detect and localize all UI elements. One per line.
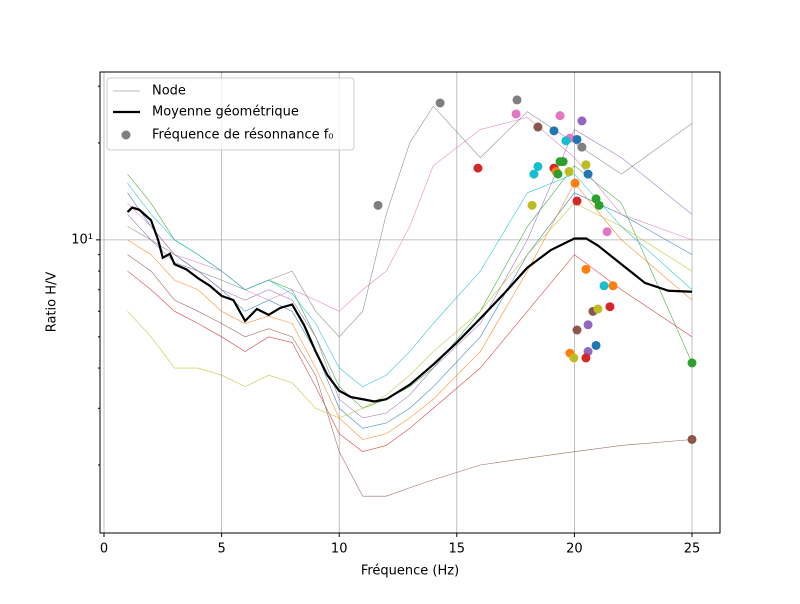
resonance-point — [581, 160, 591, 170]
resonance-point — [553, 169, 563, 179]
node-curve — [127, 254, 693, 497]
x-tick-label: 0 — [100, 542, 108, 557]
resonance-point — [533, 122, 543, 132]
node-curve — [127, 202, 693, 419]
x-tick-label: 5 — [217, 542, 225, 557]
resonance-point — [687, 434, 697, 444]
resonance-point — [564, 167, 574, 177]
resonance-point — [527, 200, 537, 210]
x-tick-label: 10 — [331, 542, 348, 557]
node-curve — [127, 173, 693, 388]
legend-box — [106, 77, 355, 151]
resonance-point — [591, 340, 601, 350]
resonance-point — [577, 116, 587, 126]
resonance-point — [577, 142, 587, 152]
x-tick-label: 20 — [566, 542, 583, 557]
resonance-point — [561, 136, 571, 146]
resonance-point — [572, 196, 582, 206]
resonance-point — [533, 161, 543, 171]
resonance-point — [512, 95, 522, 105]
resonance-point — [558, 157, 568, 167]
resonance-point — [555, 111, 565, 121]
legend-label: Moyenne géométrique — [152, 105, 299, 120]
resonance-point — [581, 264, 591, 274]
legend-label: Node — [152, 84, 186, 99]
resonance-point — [581, 353, 591, 363]
resonance-point — [594, 200, 604, 210]
resonance-point — [529, 169, 539, 179]
x-tick-label: 15 — [449, 542, 466, 557]
x-axis-label: Fréquence (Hz) — [361, 564, 459, 579]
resonance-point — [569, 353, 579, 363]
resonance-point — [549, 126, 559, 136]
resonance-point — [473, 163, 483, 173]
legend-label: Fréquence de résonnance f₀ — [152, 128, 334, 143]
x-tick-label: 25 — [684, 542, 701, 557]
resonance-point — [373, 200, 383, 210]
resonance-point — [605, 302, 615, 312]
resonance-point — [572, 134, 582, 144]
node-curve — [127, 254, 693, 452]
resonance-point — [687, 358, 697, 368]
legend: Node Moyenne géométrique Fréquence de réso… — [106, 77, 355, 151]
mean-curve — [126, 206, 693, 403]
y-axis-label: Ratio H/V — [45, 272, 60, 333]
plot-area — [126, 95, 697, 497]
resonance-point — [572, 325, 582, 335]
resonance-point — [435, 98, 445, 108]
resonance-point — [593, 304, 603, 314]
axes-frame — [99, 71, 721, 534]
axes: 0 5 10 15 20 25 10¹ — [71, 85, 701, 557]
node-curve — [127, 117, 693, 312]
resonance-point — [583, 320, 593, 330]
resonance-point — [570, 178, 580, 188]
y-tick-label: 10¹ — [71, 232, 93, 247]
resonance-point — [608, 281, 618, 291]
resonance-point — [511, 109, 521, 119]
resonance-point — [602, 227, 612, 237]
node-curve — [127, 105, 693, 338]
resonance-point — [599, 281, 609, 291]
legend-resonance-swatch — [121, 130, 131, 140]
resonance-point — [583, 169, 593, 179]
